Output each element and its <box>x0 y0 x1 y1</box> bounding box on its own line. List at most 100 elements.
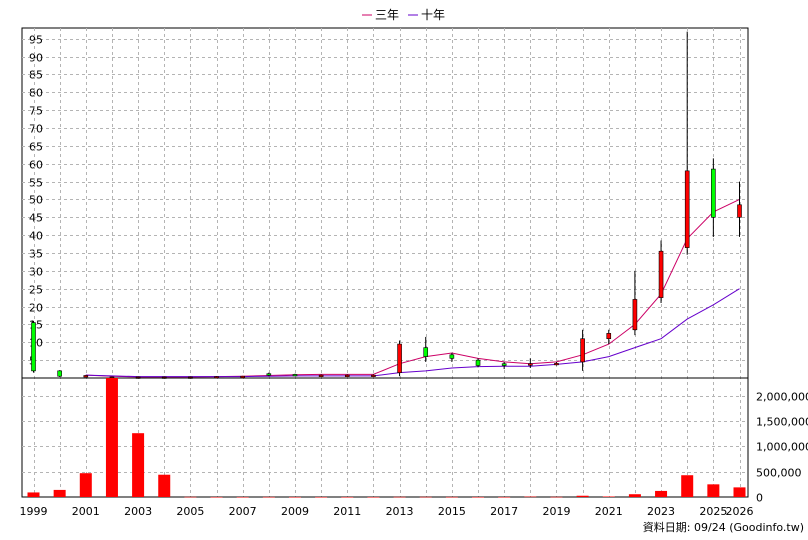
volume-tick-label: 500,000 <box>756 467 802 480</box>
x-axis: 1999 2001 2003 2005 2007 2009 2011 2013 2015 2017… <box>20 505 754 518</box>
volume-tick-label: 0 <box>756 492 763 505</box>
volume-bar <box>707 484 720 497</box>
volume-bar <box>184 496 197 498</box>
price-tick-label: 10 <box>29 337 43 350</box>
candle-body <box>528 363 533 366</box>
x-tick-label: 2023 <box>647 505 675 518</box>
candle-body <box>57 370 62 377</box>
volume-bar <box>550 496 563 498</box>
x-tick-label: 2011 <box>333 505 361 518</box>
candle-body <box>449 354 455 359</box>
price-tick-label: 55 <box>29 177 43 190</box>
volume-tick-label: 2,000,000 <box>756 391 808 404</box>
candle-body <box>292 374 298 377</box>
price-tick-label: 15 <box>29 319 43 332</box>
price-tick-label: 65 <box>29 141 43 154</box>
volume-bar <box>367 496 380 498</box>
volume-bar <box>341 496 354 498</box>
x-tick-label: 1999 <box>20 505 48 518</box>
x-tick-label: 2009 <box>281 505 309 518</box>
volume-bar <box>602 496 615 497</box>
candle-body <box>684 170 690 248</box>
x-tick-label: 2021 <box>595 505 623 518</box>
volume-bar <box>210 496 223 498</box>
price-tick-label: 75 <box>29 105 43 118</box>
volume-bar <box>158 474 171 497</box>
volume-bar <box>419 496 432 498</box>
volume-panel: 0 500,000 1,000,000 1,500,000 2,000,000 <box>21 377 808 505</box>
candle-body <box>658 250 664 298</box>
candle-body <box>737 204 742 218</box>
x-tick-label: 2017 <box>490 505 518 518</box>
price-tick-label: 95 <box>29 34 43 47</box>
ma-10yr-line <box>85 288 740 378</box>
candle-body <box>266 373 272 376</box>
price-tick-label: 30 <box>29 266 43 279</box>
x-tick-label: 2013 <box>386 505 414 518</box>
price-frame <box>21 27 749 379</box>
legend-label-3yr: 三年 <box>375 8 399 22</box>
price-panel: 5101520253035404550556065707580859095 <box>21 27 749 497</box>
price-tick-label: 45 <box>29 212 43 225</box>
candle-body <box>397 343 402 373</box>
volume-bar <box>445 496 458 498</box>
candle-body <box>580 338 585 363</box>
volume-bar <box>27 492 40 497</box>
candle-body <box>711 168 716 218</box>
volume-bar <box>655 490 668 497</box>
volume-bar <box>53 489 66 497</box>
candle-body <box>475 359 481 366</box>
volume-tick-label: 1,000,000 <box>756 441 808 454</box>
candle-body <box>318 374 324 377</box>
ma-3yr-line <box>85 198 740 378</box>
x-tick-label: 2007 <box>229 505 257 518</box>
candle-body <box>371 374 376 377</box>
volume-bar <box>288 496 301 498</box>
price-tick-label: 25 <box>29 284 43 297</box>
volume-bar <box>236 496 249 498</box>
volume-bar <box>262 496 275 498</box>
volume-bar <box>524 496 537 498</box>
price-tick-label: 60 <box>29 159 43 172</box>
price-tick-label: 40 <box>29 230 43 243</box>
x-tick-label: 2025 <box>699 505 727 518</box>
volume-bar <box>498 496 511 498</box>
x-tick-label: 2003 <box>124 505 152 518</box>
legend-label-10yr: 十年 <box>421 8 445 22</box>
candle-body <box>501 363 507 366</box>
volume-bar <box>472 496 485 498</box>
volume-bar <box>681 475 694 497</box>
price-tick-label: 35 <box>29 248 43 261</box>
x-tick-label: 2001 <box>72 505 100 518</box>
price-tick-label: 70 <box>29 123 43 136</box>
price-tick-label: 85 <box>29 69 43 82</box>
volume-bar <box>79 473 92 497</box>
candle-body <box>423 347 429 357</box>
volume-bar <box>315 496 328 498</box>
candle-body <box>606 333 612 340</box>
legend: 三年 十年 <box>362 8 445 22</box>
x-tick-label: 2019 <box>542 505 570 518</box>
x-tick-label: 2005 <box>176 505 204 518</box>
candle-body <box>31 322 36 372</box>
data-credit: 資料日期: 09/24 (Goodinfo.tw) <box>643 520 804 534</box>
candle-body <box>344 374 350 377</box>
price-tick-label: 50 <box>29 194 43 207</box>
volume-bar <box>393 496 406 498</box>
volume-bar <box>105 378 118 497</box>
candle-body <box>554 363 559 366</box>
x-tick-label: 2026 <box>726 505 754 518</box>
candle-body <box>240 375 245 379</box>
price-tick-label: 90 <box>29 52 43 65</box>
volume-bar <box>628 494 641 497</box>
volume-tick-label: 1,500,000 <box>756 416 808 429</box>
price-tick-label: 20 <box>29 302 43 315</box>
candle-body <box>83 375 89 378</box>
volume-frame <box>21 377 749 498</box>
volume-bar <box>733 487 746 497</box>
x-tick-label: 2015 <box>438 505 466 518</box>
volume-bar <box>132 433 145 497</box>
volume-bar <box>576 495 589 497</box>
candle-body <box>632 299 638 331</box>
